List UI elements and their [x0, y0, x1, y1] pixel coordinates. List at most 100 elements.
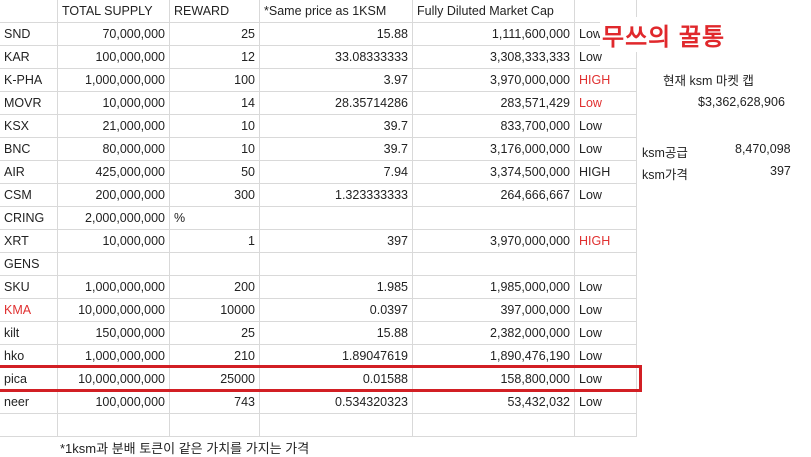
table-cell[interactable]: 1,000,000,000 [58, 276, 170, 299]
table-cell[interactable]: 33.08333333 [260, 46, 413, 69]
table-cell[interactable]: 100,000,000 [58, 391, 170, 414]
table-cell[interactable]: 12 [170, 46, 260, 69]
table-cell[interactable]: 833,700,000 [413, 115, 575, 138]
table-cell[interactable]: Low [575, 322, 637, 345]
table-cell[interactable]: KMA [0, 299, 58, 322]
table-cell[interactable] [413, 207, 575, 230]
table-cell[interactable]: 100 [170, 69, 260, 92]
table-cell[interactable]: kilt [0, 322, 58, 345]
header-cell[interactable] [0, 0, 58, 23]
table-cell[interactable]: 200,000,000 [58, 184, 170, 207]
table-cell[interactable]: Low [575, 391, 637, 414]
table-cell[interactable]: 2,000,000,000 [58, 207, 170, 230]
table-cell[interactable]: Low [575, 46, 637, 69]
table-cell[interactable]: 150,000,000 [58, 322, 170, 345]
table-cell[interactable]: 3,970,000,000 [413, 69, 575, 92]
table-cell[interactable]: XRT [0, 230, 58, 253]
table-cell[interactable]: 10000 [170, 299, 260, 322]
table-cell[interactable]: 1,000,000,000 [58, 69, 170, 92]
table-cell[interactable]: 10 [170, 138, 260, 161]
table-cell[interactable]: 264,666,667 [413, 184, 575, 207]
table-cell[interactable]: 1 [170, 230, 260, 253]
table-cell[interactable]: HIGH [575, 69, 637, 92]
table-cell[interactable]: 1.985 [260, 276, 413, 299]
table-cell[interactable]: 397,000,000 [413, 299, 575, 322]
table-cell[interactable]: 0.534320323 [260, 391, 413, 414]
table-cell[interactable]: SND [0, 23, 58, 46]
table-cell[interactable]: 2,382,000,000 [413, 322, 575, 345]
table-cell[interactable]: 25 [170, 322, 260, 345]
table-cell[interactable] [170, 253, 260, 276]
header-cell[interactable]: Fully Diluted Market Cap [413, 0, 575, 23]
header-cell[interactable]: TOTAL SUPPLY [58, 0, 170, 23]
table-cell[interactable]: BNC [0, 138, 58, 161]
table-cell[interactable]: 3,374,500,000 [413, 161, 575, 184]
empty-cell[interactable] [575, 414, 637, 437]
table-cell[interactable]: K-PHA [0, 69, 58, 92]
table-cell[interactable]: Low [575, 184, 637, 207]
table-cell[interactable]: KSX [0, 115, 58, 138]
table-cell[interactable]: 70,000,000 [58, 23, 170, 46]
table-cell[interactable]: 1.323333333 [260, 184, 413, 207]
table-cell[interactable]: Low [575, 299, 637, 322]
empty-cell[interactable] [413, 414, 575, 437]
table-cell[interactable]: 0.0397 [260, 299, 413, 322]
table-cell[interactable]: 425,000,000 [58, 161, 170, 184]
table-cell[interactable]: 283,571,429 [413, 92, 575, 115]
table-cell[interactable]: HIGH [575, 161, 637, 184]
table-cell[interactable]: SKU [0, 276, 58, 299]
table-cell[interactable]: 21,000,000 [58, 115, 170, 138]
table-cell[interactable]: 1,985,000,000 [413, 276, 575, 299]
table-cell[interactable] [413, 253, 575, 276]
table-cell[interactable]: 10 [170, 115, 260, 138]
table-cell[interactable]: CSM [0, 184, 58, 207]
table-cell[interactable]: GENS [0, 253, 58, 276]
table-cell[interactable]: Low [575, 276, 637, 299]
empty-cell[interactable] [170, 414, 260, 437]
table-cell[interactable] [260, 207, 413, 230]
table-cell[interactable] [575, 207, 637, 230]
table-cell[interactable]: 10,000,000,000 [58, 299, 170, 322]
table-cell[interactable]: AIR [0, 161, 58, 184]
table-cell[interactable]: 50 [170, 161, 260, 184]
header-cell[interactable]: *Same price as 1KSM [260, 0, 413, 23]
table-cell[interactable]: MOVR [0, 92, 58, 115]
table-cell[interactable]: 39.7 [260, 138, 413, 161]
table-cell[interactable]: 15.88 [260, 322, 413, 345]
table-cell[interactable]: 28.35714286 [260, 92, 413, 115]
table-cell[interactable]: 1,111,600,000 [413, 23, 575, 46]
table-cell[interactable]: 397 [260, 230, 413, 253]
table-cell[interactable]: neer [0, 391, 58, 414]
table-cell[interactable]: 3,308,333,333 [413, 46, 575, 69]
empty-cell[interactable] [0, 414, 58, 437]
table-cell[interactable]: Low [575, 138, 637, 161]
table-cell[interactable]: Low [575, 115, 637, 138]
table-cell[interactable]: 3,970,000,000 [413, 230, 575, 253]
table-cell[interactable]: 3.97 [260, 69, 413, 92]
table-cell[interactable]: 300 [170, 184, 260, 207]
table-cell[interactable]: 39.7 [260, 115, 413, 138]
table-cell[interactable]: KAR [0, 46, 58, 69]
table-cell[interactable]: 14 [170, 92, 260, 115]
table-cell[interactable]: 80,000,000 [58, 138, 170, 161]
table-cell[interactable]: Low [575, 92, 637, 115]
table-cell[interactable]: HIGH [575, 230, 637, 253]
empty-cell[interactable] [58, 414, 170, 437]
header-cell[interactable]: REWARD [170, 0, 260, 23]
table-cell[interactable]: CRING [0, 207, 58, 230]
table-cell[interactable]: 743 [170, 391, 260, 414]
table-cell[interactable]: 53,432,032 [413, 391, 575, 414]
table-cell[interactable]: 10,000,000 [58, 92, 170, 115]
table-cell[interactable]: 10,000,000 [58, 230, 170, 253]
table-cell[interactable]: % [170, 207, 260, 230]
table-cell[interactable] [575, 253, 637, 276]
table-cell[interactable]: 25 [170, 23, 260, 46]
table-cell[interactable]: 3,176,000,000 [413, 138, 575, 161]
table-cell[interactable] [260, 253, 413, 276]
table-cell[interactable]: 7.94 [260, 161, 413, 184]
empty-cell[interactable] [260, 414, 413, 437]
table-cell[interactable]: 100,000,000 [58, 46, 170, 69]
table-cell[interactable]: 200 [170, 276, 260, 299]
table-cell[interactable] [58, 253, 170, 276]
table-cell[interactable]: 15.88 [260, 23, 413, 46]
